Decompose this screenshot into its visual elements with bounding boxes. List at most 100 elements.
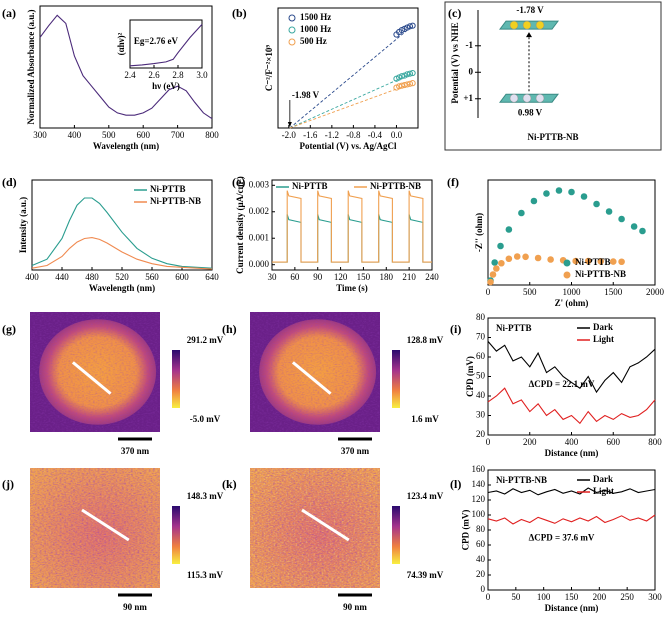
data-point bbox=[398, 73, 405, 80]
y-tick-label: 120 bbox=[472, 494, 486, 504]
colorbar bbox=[392, 506, 400, 564]
x-tick-label: 120 bbox=[334, 272, 348, 282]
scale-bar-label: 370 nm bbox=[341, 446, 370, 456]
data-point bbox=[584, 257, 592, 265]
panel-label: (b) bbox=[232, 6, 247, 20]
plot-frame bbox=[39, 5, 213, 129]
fit-line bbox=[289, 25, 413, 129]
x-tick-label: 150 bbox=[565, 592, 579, 602]
electron bbox=[522, 20, 532, 30]
x-axis-label: hν (eV) bbox=[152, 81, 180, 91]
electron bbox=[509, 20, 519, 30]
panel-label: (d) bbox=[2, 175, 17, 189]
x-tick-label: 50 bbox=[511, 592, 521, 602]
y-tick-label: 0.000 bbox=[249, 259, 270, 269]
x-tick-label: 2.4 bbox=[124, 70, 136, 80]
y-tick-label: 160 bbox=[472, 464, 486, 474]
data-point bbox=[530, 197, 538, 205]
x-tick-label: 200 bbox=[593, 592, 607, 602]
data-point bbox=[409, 80, 416, 87]
data-point bbox=[555, 187, 563, 194]
x-tick-label: 2000 bbox=[646, 287, 664, 297]
x-axis-label: Z' (ohm) bbox=[555, 298, 589, 308]
data-point bbox=[534, 254, 542, 262]
x-tick-label: 100 bbox=[537, 592, 551, 602]
x-tick-label: 1500 bbox=[604, 287, 623, 297]
y-tick-label: 70 bbox=[476, 332, 486, 342]
panel-label: (e) bbox=[232, 175, 245, 189]
data-point bbox=[593, 200, 600, 208]
colorbar-max: 291.2 mV bbox=[187, 335, 224, 345]
x-tick-label: 400 bbox=[68, 130, 82, 140]
data-point bbox=[518, 209, 525, 217]
annotation: -1.98 V bbox=[292, 90, 320, 100]
x-tick-label: 240 bbox=[425, 272, 439, 282]
hole bbox=[522, 93, 532, 103]
legend-label: Light bbox=[593, 486, 614, 496]
data-point bbox=[406, 70, 414, 77]
x-tick-label: 1000 bbox=[563, 287, 582, 297]
y-tick-label: 140 bbox=[472, 479, 486, 489]
annotation: ΔCPD = 37.6 mV bbox=[529, 532, 595, 542]
legend-label: 1500 Hz bbox=[300, 12, 331, 22]
legend-label: 1000 Hz bbox=[300, 24, 331, 34]
data-point bbox=[497, 242, 504, 250]
hole bbox=[509, 93, 519, 103]
colorbar-min: -5.0 mV bbox=[190, 414, 221, 424]
y-tick-label: 0.003 bbox=[249, 179, 270, 189]
y-tick-label: 80 bbox=[476, 524, 486, 534]
data-point bbox=[505, 255, 513, 263]
panel-label: (a) bbox=[2, 6, 16, 20]
x-tick-label: 3.0 bbox=[196, 70, 208, 80]
colorbar-min: 115.3 mV bbox=[187, 570, 224, 580]
data-point bbox=[547, 256, 554, 263]
panel-label: (l) bbox=[450, 477, 461, 491]
x-tick-label: 600 bbox=[136, 130, 150, 140]
x-tick-label: 800 bbox=[205, 130, 219, 140]
x-tick-label: 0 bbox=[486, 437, 491, 447]
x-tick-label: 150 bbox=[357, 272, 371, 282]
panel-label: (g) bbox=[2, 322, 16, 336]
x-tick-label: 600 bbox=[607, 437, 621, 447]
electron bbox=[535, 20, 545, 30]
x-tick-label: 60 bbox=[290, 272, 300, 282]
y-tick-label: 0.002 bbox=[249, 206, 269, 216]
data-point bbox=[568, 188, 575, 196]
x-tick-label: 600 bbox=[175, 272, 189, 282]
legend-label: Ni-PTTB bbox=[150, 184, 186, 194]
x-tick-label: 640 bbox=[205, 272, 219, 282]
data-point bbox=[505, 226, 513, 233]
colorbar-max: 128.8 mV bbox=[407, 335, 444, 345]
x-tick-label: 300 bbox=[33, 130, 47, 140]
profile-line bbox=[81, 508, 130, 542]
y-tick-label: 0 bbox=[469, 66, 474, 76]
scale-bar-label: 370 nm bbox=[121, 446, 150, 456]
band-diagram-label: Ni-PTTB-NB bbox=[527, 132, 578, 142]
x-tick-label: -0.4 bbox=[368, 130, 383, 140]
data-point bbox=[406, 80, 414, 87]
x-tick-label: 30 bbox=[268, 272, 278, 282]
colorbar bbox=[172, 350, 180, 408]
data-point bbox=[491, 259, 498, 266]
y-axis-label: CPD (mV) bbox=[465, 356, 475, 397]
x-tick-label: 0.0 bbox=[391, 130, 403, 140]
data-point bbox=[580, 193, 588, 200]
panel-label: (k) bbox=[222, 477, 237, 491]
colorbar bbox=[392, 350, 400, 408]
plot-frame bbox=[487, 179, 656, 286]
x-tick-label: 250 bbox=[620, 592, 634, 602]
x-tick-label: 400 bbox=[565, 437, 579, 447]
x-tick-label: 300 bbox=[648, 592, 662, 602]
x-tick-label: 440 bbox=[55, 272, 69, 282]
x-tick-label: 520 bbox=[115, 272, 129, 282]
plot-label: Ni-PTTB bbox=[496, 323, 532, 333]
legend-label: Ni-PTTB-NB bbox=[150, 196, 201, 206]
legend-label: Ni-PTTB-NB bbox=[575, 269, 626, 279]
plot-frame bbox=[277, 7, 419, 129]
x-tick-label: 180 bbox=[380, 272, 394, 282]
annotation: ΔCPD = 22.1 mV bbox=[529, 379, 595, 389]
data-point bbox=[572, 257, 579, 265]
colorbar-max: 123.4 mV bbox=[407, 491, 444, 501]
y-tick-label: 60 bbox=[476, 351, 486, 361]
y-tick-label: -1 bbox=[466, 40, 474, 50]
